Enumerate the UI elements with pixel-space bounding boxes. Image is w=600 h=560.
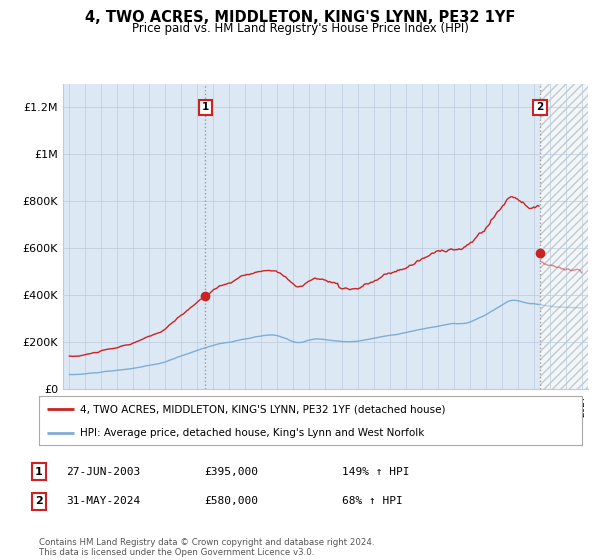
Text: HPI: Average price, detached house, King's Lynn and West Norfolk: HPI: Average price, detached house, King… <box>80 428 424 438</box>
Text: £395,000: £395,000 <box>204 466 258 477</box>
Text: 149% ↑ HPI: 149% ↑ HPI <box>342 466 409 477</box>
Text: 1: 1 <box>35 466 43 477</box>
Text: 2: 2 <box>35 496 43 506</box>
Text: Price paid vs. HM Land Registry's House Price Index (HPI): Price paid vs. HM Land Registry's House … <box>131 22 469 35</box>
Text: 31-MAY-2024: 31-MAY-2024 <box>66 496 140 506</box>
Text: 2: 2 <box>536 102 544 113</box>
Text: 68% ↑ HPI: 68% ↑ HPI <box>342 496 403 506</box>
Text: 4, TWO ACRES, MIDDLETON, KING'S LYNN, PE32 1YF: 4, TWO ACRES, MIDDLETON, KING'S LYNN, PE… <box>85 10 515 25</box>
Text: £580,000: £580,000 <box>204 496 258 506</box>
Text: Contains HM Land Registry data © Crown copyright and database right 2024.
This d: Contains HM Land Registry data © Crown c… <box>39 538 374 557</box>
Bar <box>540 84 588 389</box>
Text: 4, TWO ACRES, MIDDLETON, KING'S LYNN, PE32 1YF (detached house): 4, TWO ACRES, MIDDLETON, KING'S LYNN, PE… <box>80 404 445 414</box>
Text: 1: 1 <box>202 102 209 113</box>
Text: 27-JUN-2003: 27-JUN-2003 <box>66 466 140 477</box>
